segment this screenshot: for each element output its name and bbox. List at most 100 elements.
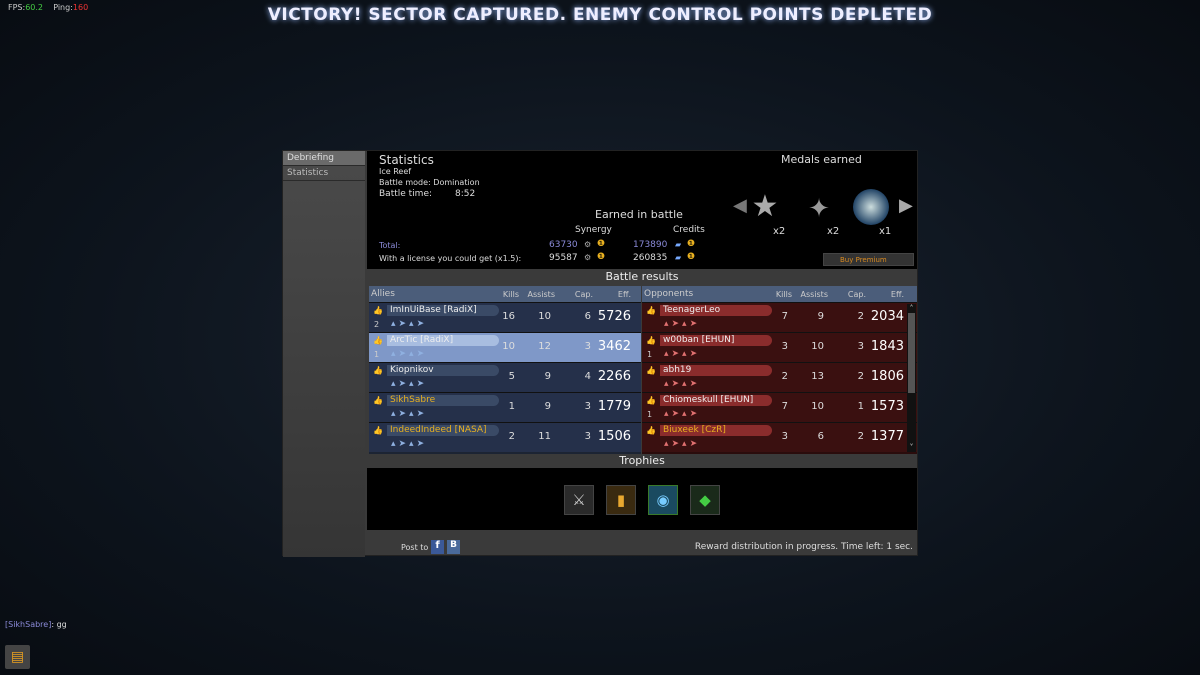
assists: 11 xyxy=(538,431,551,442)
trophy-resource-icon[interactable]: ◆ xyxy=(690,485,720,515)
ship-icons: ▴➤▴➤ xyxy=(664,319,701,329)
scroll-down-icon[interactable]: ˅ xyxy=(909,443,914,452)
thumbs-up-icon[interactable]: 👍 xyxy=(646,426,656,435)
kills: 7 xyxy=(781,401,788,412)
cap-header[interactable]: Cap. xyxy=(847,289,866,299)
scrollbar[interactable]: ˄ ˅ xyxy=(907,304,916,452)
ship-icons: ▴➤▴➤ xyxy=(664,409,701,419)
cap: 6 xyxy=(584,311,591,322)
efficiency: 2266 xyxy=(597,369,631,384)
assists: 6 xyxy=(817,431,824,442)
player-name[interactable]: ImInUiBase [RadiX] xyxy=(387,305,499,316)
table-row[interactable]: 👍 1 ArcTic [RadiX] ▴➤▴➤ 10 12 3 3462 xyxy=(369,332,641,362)
cap: 1 xyxy=(857,401,864,412)
info-icon[interactable]: ❶ xyxy=(597,252,606,262)
trophies-heading: Trophies xyxy=(619,454,665,467)
player-name[interactable]: w00ban [EHUN] xyxy=(660,335,772,346)
squad-number: 1 xyxy=(374,350,380,359)
player-name[interactable]: Chiomeskull [EHUN] xyxy=(660,395,772,406)
kills-header[interactable]: Kills xyxy=(502,289,519,299)
info-icon[interactable]: ❶ xyxy=(687,252,696,262)
thumbs-up-icon[interactable]: 👍 xyxy=(373,336,383,345)
thumbs-up-icon[interactable]: 👍 xyxy=(646,306,656,315)
table-row[interactable]: 👍 1 w00ban [EHUN] ▴➤▴➤ 3 10 3 1843 xyxy=(642,332,917,362)
trophy-module-icon[interactable]: ◉ xyxy=(648,485,678,515)
scroll-up-icon[interactable]: ˄ xyxy=(909,304,914,313)
ping-value: 160 xyxy=(72,3,89,12)
cap: 3 xyxy=(584,341,591,352)
kills-header[interactable]: Kills xyxy=(775,289,792,299)
total-synergy: 63730 xyxy=(549,240,578,250)
battle-time-label: Battle time: xyxy=(379,189,433,199)
assists: 9 xyxy=(817,311,824,322)
thumbs-up-icon[interactable]: 👍 xyxy=(373,396,383,405)
ship-icons: ▴➤▴➤ xyxy=(664,379,701,389)
table-row[interactable]: 👍 IndeedIndeed [NASA] ▴➤▴➤ 2 11 3 1506 xyxy=(369,422,641,452)
player-name[interactable]: Biuxeek [CzR] xyxy=(660,425,772,436)
medals-next-arrow-icon[interactable]: ▶ xyxy=(899,195,913,216)
player-name[interactable]: SikhSabre xyxy=(387,395,499,406)
license-label: With a license you could get (x1.5): xyxy=(379,254,522,263)
cap-header[interactable]: Cap. xyxy=(574,289,593,299)
map-name: Ice Reef xyxy=(379,167,412,176)
trophy-ammo-icon[interactable]: ▮ xyxy=(606,485,636,515)
assists: 9 xyxy=(544,371,551,382)
efficiency: 1506 xyxy=(597,429,631,444)
thumbs-up-icon[interactable]: 👍 xyxy=(646,396,656,405)
scrollbar-thumb[interactable] xyxy=(908,313,915,393)
info-icon[interactable]: ❶ xyxy=(597,239,606,249)
table-row[interactable]: 👍 2 ImInUiBase [RadiX] ▴➤▴➤ 16 10 6 5726 xyxy=(369,302,641,332)
battle-mode: Battle mode: Domination xyxy=(379,178,480,187)
player-name[interactable]: ArcTic [RadiX] xyxy=(387,335,499,346)
medal-count: x2 xyxy=(773,226,786,237)
table-row[interactable]: 👍 Biuxeek [CzR] ▴➤▴➤ 3 6 2 1377 xyxy=(642,422,917,452)
sidebar-item-debriefing[interactable]: Debriefing xyxy=(283,151,365,166)
efficiency: 1573 xyxy=(870,399,904,414)
sidebar-item-statistics[interactable]: Statistics xyxy=(283,166,365,181)
player-name[interactable]: IndeedIndeed [NASA] xyxy=(387,425,499,436)
trophies-box: ⚔ ▮ ◉ ◆ xyxy=(367,468,917,530)
chat-toggle-icon[interactable]: ▤ xyxy=(5,645,30,669)
thumbs-up-icon[interactable]: 👍 xyxy=(373,366,383,375)
assists: 10 xyxy=(811,401,824,412)
squad-number: 1 xyxy=(647,410,653,419)
table-row[interactable]: 👍 abh19 ▴➤▴➤ 2 13 2 1806 xyxy=(642,362,917,392)
eff-header[interactable]: Eff. xyxy=(890,289,904,299)
efficiency: 2034 xyxy=(870,309,904,324)
cap: 4 xyxy=(584,371,591,382)
player-name[interactable]: Kiopnikov xyxy=(387,365,499,376)
table-row[interactable]: 👍 1 Chiomeskull [EHUN] ▴➤▴➤ 7 10 1 1573 xyxy=(642,392,917,422)
efficiency: 5726 xyxy=(597,309,631,324)
assists-header[interactable]: Assists xyxy=(800,289,828,299)
summary-box: Statistics Ice Reef Battle mode: Dominat… xyxy=(367,151,917,269)
ship-icons: ▴➤▴➤ xyxy=(391,379,428,389)
buy-premium-button[interactable]: Buy Premium xyxy=(823,253,914,266)
assists: 13 xyxy=(811,371,824,382)
eff-header[interactable]: Eff. xyxy=(617,289,631,299)
thumbs-up-icon[interactable]: 👍 xyxy=(373,426,383,435)
total-credits: 173890 xyxy=(633,240,668,250)
assists-header[interactable]: Assists xyxy=(527,289,555,299)
table-row[interactable]: 👍 Kiopnikov ▴➤▴➤ 5 9 4 2266 xyxy=(369,362,641,392)
table-row[interactable]: 👍 SikhSabre ▴➤▴➤ 1 9 3 1779 xyxy=(369,392,641,422)
facebook-share-button[interactable]: f xyxy=(431,540,444,554)
efficiency: 1779 xyxy=(597,399,631,414)
player-name[interactable]: TeenagerLeo xyxy=(660,305,772,316)
thumbs-up-icon[interactable]: 👍 xyxy=(646,366,656,375)
efficiency: 1843 xyxy=(870,339,904,354)
table-row[interactable]: 👍 TeenagerLeo ▴➤▴➤ 7 9 2 2034 xyxy=(642,302,917,332)
kills: 16 xyxy=(502,311,515,322)
chat-text: : gg xyxy=(51,620,67,629)
battle-time: 8:52 xyxy=(455,189,476,199)
thumbs-up-icon[interactable]: 👍 xyxy=(646,336,656,345)
allies-header: Allies Kills Assists Cap. Eff. xyxy=(369,286,641,302)
squad-number: 2 xyxy=(374,320,380,329)
player-name[interactable]: abh19 xyxy=(660,365,772,376)
cap: 3 xyxy=(857,341,864,352)
chat-sender[interactable]: [SikhSabre] xyxy=(5,620,52,629)
thumbs-up-icon[interactable]: 👍 xyxy=(373,306,383,315)
vk-share-button[interactable]: B xyxy=(447,540,460,554)
trophy-weapon-icon[interactable]: ⚔ xyxy=(564,485,594,515)
info-icon[interactable]: ❶ xyxy=(687,239,696,249)
medals-prev-arrow-icon[interactable]: ◀ xyxy=(733,195,747,216)
